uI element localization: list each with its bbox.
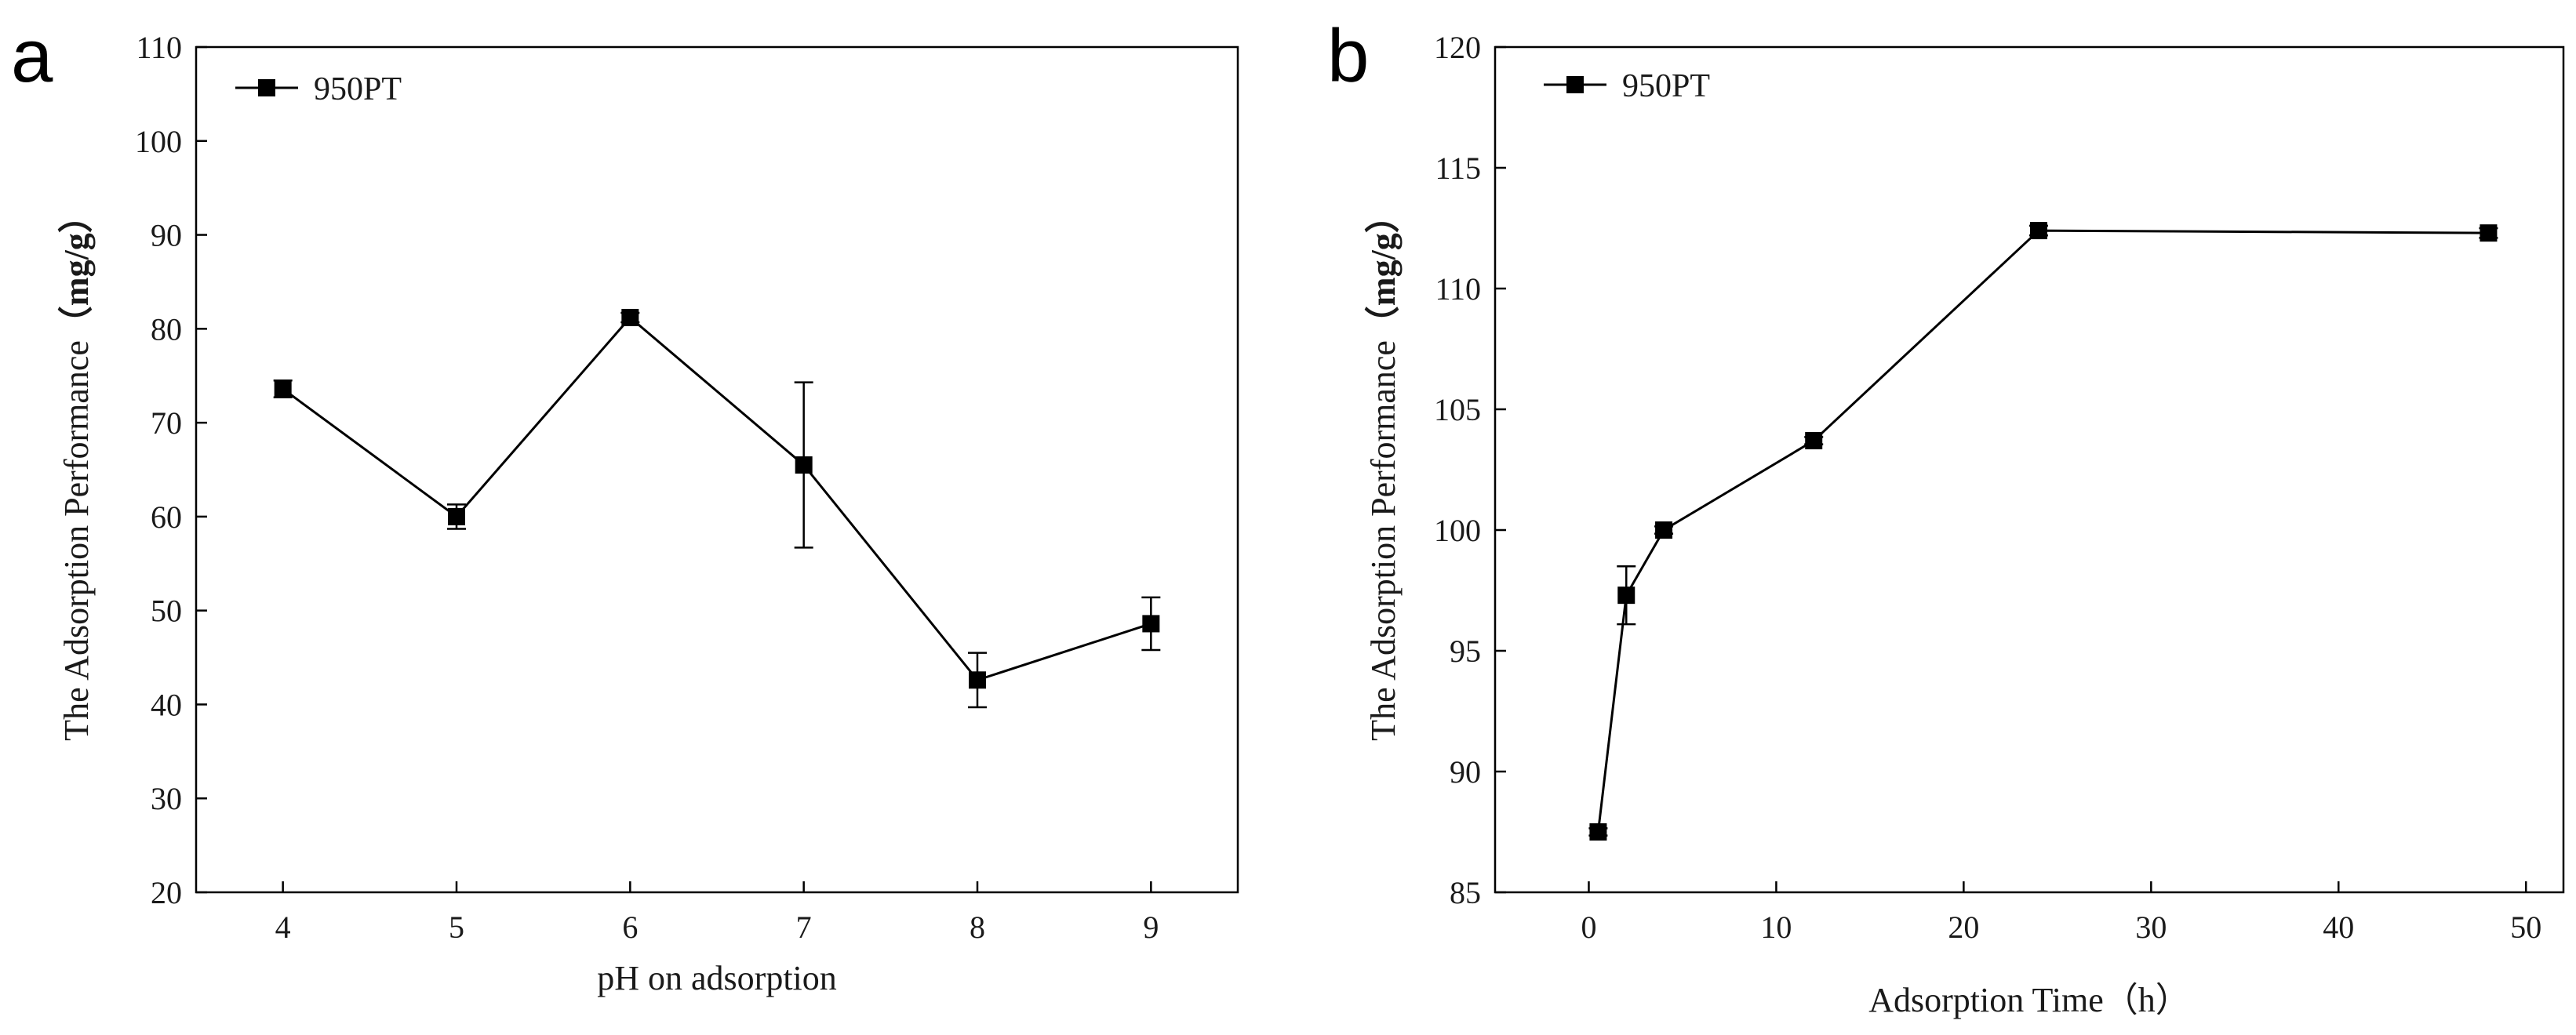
panel-a-y-tick-label: 80	[151, 311, 182, 347]
panel-a-data-point	[448, 507, 465, 525]
panel-b-data-point	[1655, 521, 1673, 539]
panel-b-y-ticks: 85 90 95 100 105 110 115 120	[1434, 30, 1506, 910]
panel-a-plot-frame	[195, 45, 1239, 894]
panel-a-y-tick-label: 110	[136, 30, 182, 65]
panel-a-y-tick-label: 100	[135, 124, 182, 159]
panel-a-legend-label: 950PT	[314, 71, 402, 107]
panel-a-y-tick-label: 70	[151, 405, 182, 441]
panel-b-y-tick-label: 110	[1435, 271, 1481, 307]
panel-a-data-point	[795, 456, 813, 474]
panel-b-y-tick-label: 100	[1434, 513, 1481, 548]
panel-b-y-axis-title: The Adsorption Performance（mg/g）	[1364, 198, 1403, 741]
panel-a-y-tick-label: 60	[151, 499, 182, 535]
panel-a-y-tick-label: 90	[151, 218, 182, 253]
panel-b-legend-marker	[1566, 76, 1584, 93]
panel-b-x-tick-label: 40	[2323, 910, 2354, 945]
panel-b-x-tick-label: 10	[1760, 910, 1792, 945]
panel-b-x-tick-label: 20	[1948, 910, 1979, 945]
panel-b-y-tick-label: 105	[1434, 392, 1481, 427]
panel-a-label: a	[11, 14, 53, 98]
panel-a: a 20 30 40 50 60 70 80 90 100 110 4 5 6 7 8 9 pH on ad…	[11, 14, 1239, 997]
panel-b-y-axis-title-main: The Adsorption Performance	[1364, 340, 1403, 741]
panel-a-y-tick-label: 40	[151, 687, 182, 722]
panel-b-y-tick-label: 120	[1434, 30, 1481, 65]
panel-b-series-950PT	[1588, 222, 2498, 841]
panel-a-y-tick-label: 20	[151, 875, 182, 910]
panel-a-x-axis-title: pH on adsorption	[597, 959, 837, 997]
panel-b-y-tick-label: 95	[1450, 634, 1481, 669]
panel-a-x-tick-label: 5	[449, 910, 464, 945]
panel-b-data-point	[1589, 823, 1607, 841]
panel-a-y-axis-title-unit: （mg/g）	[57, 198, 96, 340]
panel-a-y-axis-title-main: The Adsorption Performance	[57, 340, 96, 741]
panel-b-data-point	[2029, 222, 2047, 240]
panel-b-x-tick-label: 50	[2510, 910, 2541, 945]
panel-a-y-ticks: 20 30 40 50 60 70 80 90 100 110	[135, 30, 207, 910]
panel-b-x-tick-label: 0	[1581, 910, 1596, 945]
panel-a-data-point	[969, 671, 986, 689]
panel-b-data-point	[2480, 224, 2498, 242]
panel-b: b 85 90 95 100 105 110 115 120 0 10 20 30 40 50 Adso…	[1327, 14, 2565, 1019]
panel-b-legend: 950PT	[1544, 68, 1710, 104]
panel-b-plot-frame	[1494, 45, 2565, 894]
panel-b-y-tick-label: 90	[1450, 754, 1481, 790]
panel-a-x-tick-label: 7	[796, 910, 812, 945]
panel-b-data-point	[1805, 432, 1823, 450]
panel-b-data-point	[1617, 586, 1635, 605]
panel-b-legend-label: 950PT	[1622, 68, 1710, 104]
panel-b-x-tick-label: 30	[2135, 910, 2167, 945]
panel-b-x-axis-title: Adsorption Time（h）	[1868, 981, 2190, 1019]
panel-a-data-point	[621, 308, 639, 326]
panel-a-x-ticks: 4 5 6 7 8 9	[275, 881, 1159, 945]
panel-b-y-tick-label: 115	[1435, 151, 1481, 186]
panel-a-x-tick-label: 6	[622, 910, 638, 945]
panel-b-x-axis-title-text: Adsorption Time（h）	[1868, 981, 2190, 1019]
panel-b-y-tick-label: 85	[1450, 875, 1481, 910]
panel-a-y-tick-label: 50	[151, 594, 182, 629]
panel-a-x-tick-label: 4	[275, 910, 291, 945]
panel-a-series-950PT	[273, 308, 1161, 709]
panel-a-legend: 950PT	[235, 71, 402, 107]
panel-a-data-point	[1142, 615, 1160, 633]
panel-a-x-tick-label: 8	[970, 910, 985, 945]
panel-a-y-axis-title: The Adsorption Performance（mg/g）	[57, 198, 96, 741]
panel-a-x-tick-label: 9	[1143, 910, 1159, 945]
panel-a-legend-marker	[258, 79, 275, 96]
panel-b-label: b	[1327, 14, 1369, 98]
panel-a-series-line	[282, 315, 1152, 682]
panel-b-y-axis-title-unit: （mg/g）	[1364, 198, 1403, 340]
panel-a-data-point	[274, 380, 292, 398]
panel-b-series-line	[1596, 229, 2489, 833]
panel-b-x-ticks: 0 10 20 30 40 50	[1581, 881, 2541, 945]
panel-a-y-tick-label: 30	[151, 781, 182, 816]
